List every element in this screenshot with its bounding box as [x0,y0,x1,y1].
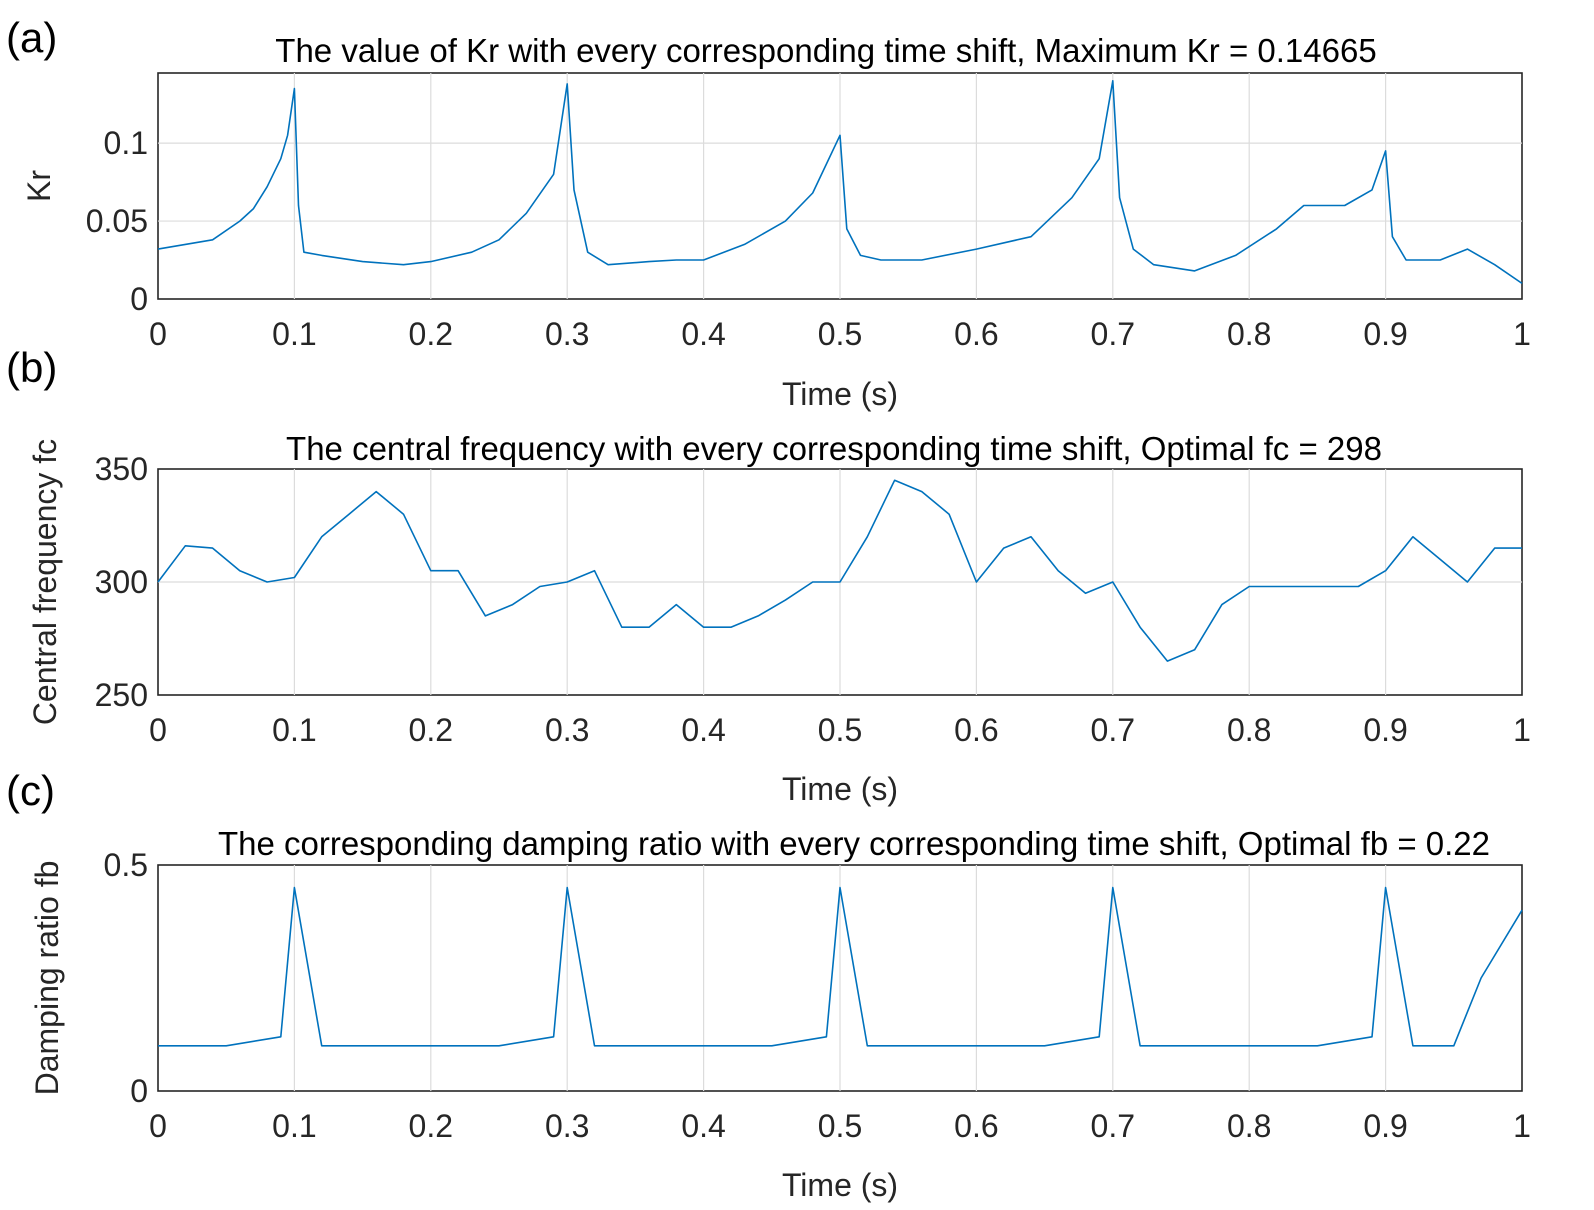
y-axis-label-a: Kr [21,170,57,202]
x-tick-label-b-10: 1 [1513,712,1531,748]
chart-title-c: The corresponding damping ratio with eve… [218,825,1490,862]
x-tick-label-b-7: 0.7 [1091,712,1135,748]
x-tick-label-a-5: 0.5 [818,316,862,352]
x-tick-label-c-3: 0.3 [545,1108,589,1144]
x-axis-label-a: Time (s) [782,376,898,412]
y-tick-label-a-1: 0.05 [86,203,148,239]
x-tick-labels-b: 0 0.1 0.2 0.3 0.4 0.5 0.6 0.7 0.8 0.9 1 [149,712,1531,748]
panel-label-a: (a) [6,14,57,61]
x-tick-label-a-4: 0.4 [681,316,725,352]
grid-c [293,865,1387,1091]
panel-a: (a) The value of Kr with every correspon… [6,14,1531,412]
x-tick-labels-c: 0 0.1 0.2 0.3 0.4 0.5 0.6 0.7 0.8 0.9 1 [149,1108,1531,1144]
y-tick-label-a-2: 0.1 [104,125,148,161]
x-tick-label-a-1: 0.1 [272,316,316,352]
x-tick-label-a-9: 0.9 [1363,316,1407,352]
y-tick-label-c-0: 0 [130,1073,148,1109]
x-tick-labels-a: 0 0.1 0.2 0.3 0.4 0.5 0.6 0.7 0.8 0.9 1 [149,316,1531,352]
x-tick-label-b-6: 0.6 [954,712,998,748]
x-tick-label-b-8: 0.8 [1227,712,1271,748]
x-tick-label-c-9: 0.9 [1363,1108,1407,1144]
x-tick-label-b-5: 0.5 [818,712,862,748]
x-tick-label-b-2: 0.2 [409,712,453,748]
x-tick-label-a-3: 0.3 [545,316,589,352]
x-tick-label-c-10: 1 [1513,1108,1531,1144]
x-tick-label-c-0: 0 [149,1108,167,1144]
x-tick-label-c-8: 0.8 [1227,1108,1271,1144]
y-tick-label-b-0: 250 [95,677,148,713]
x-tick-label-a-7: 0.7 [1091,316,1135,352]
chart-title-b: The central frequency with every corresp… [286,430,1382,467]
x-tick-label-a-10: 1 [1513,316,1531,352]
panel-label-c: (c) [6,767,55,814]
x-tick-label-c-7: 0.7 [1091,1108,1135,1144]
x-tick-label-c-1: 0.1 [272,1108,316,1144]
y-tick-label-b-2: 350 [95,451,148,487]
x-tick-label-c-5: 0.5 [818,1108,862,1144]
y-tick-labels-b: 250 300 350 [95,451,148,713]
y-tick-labels-a: 0 0.05 0.1 [86,125,148,317]
y-tick-label-a-0: 0 [130,281,148,317]
x-axis-label-c: Time (s) [782,1167,898,1203]
x-tick-label-a-0: 0 [149,316,167,352]
x-tick-label-b-9: 0.9 [1363,712,1407,748]
y-axis-label-b: Central frequency fc [27,439,63,725]
x-tick-label-c-4: 0.4 [681,1108,725,1144]
x-tick-label-b-0: 0 [149,712,167,748]
series-line-a [157,80,1523,285]
x-tick-label-a-2: 0.2 [409,316,453,352]
x-tick-label-b-1: 0.1 [272,712,316,748]
x-tick-label-b-3: 0.3 [545,712,589,748]
series-line-c [158,886,1523,1047]
x-axis-label-b: Time (s) [782,771,898,807]
y-tick-labels-c: 00.5 [104,847,148,1109]
x-tick-label-a-8: 0.8 [1227,316,1271,352]
series-line-b [157,479,1522,662]
chart-title-a: The value of Kr with every corresponding… [275,32,1376,69]
y-tick-label-b-1: 300 [95,564,148,600]
panel-c: (c) The corresponding damping ratio with… [6,767,1531,1203]
x-tick-label-c-2: 0.2 [409,1108,453,1144]
x-tick-label-a-6: 0.6 [954,316,998,352]
x-tick-label-b-4: 0.4 [681,712,725,748]
y-tick-label-c-1: 0.5 [104,847,148,883]
panel-label-b: (b) [6,344,57,391]
y-axis-label-c: Damping ratio fb [29,861,65,1096]
x-tick-label-c-6: 0.6 [954,1108,998,1144]
panel-b: (b) The central frequency with every cor… [6,344,1531,807]
